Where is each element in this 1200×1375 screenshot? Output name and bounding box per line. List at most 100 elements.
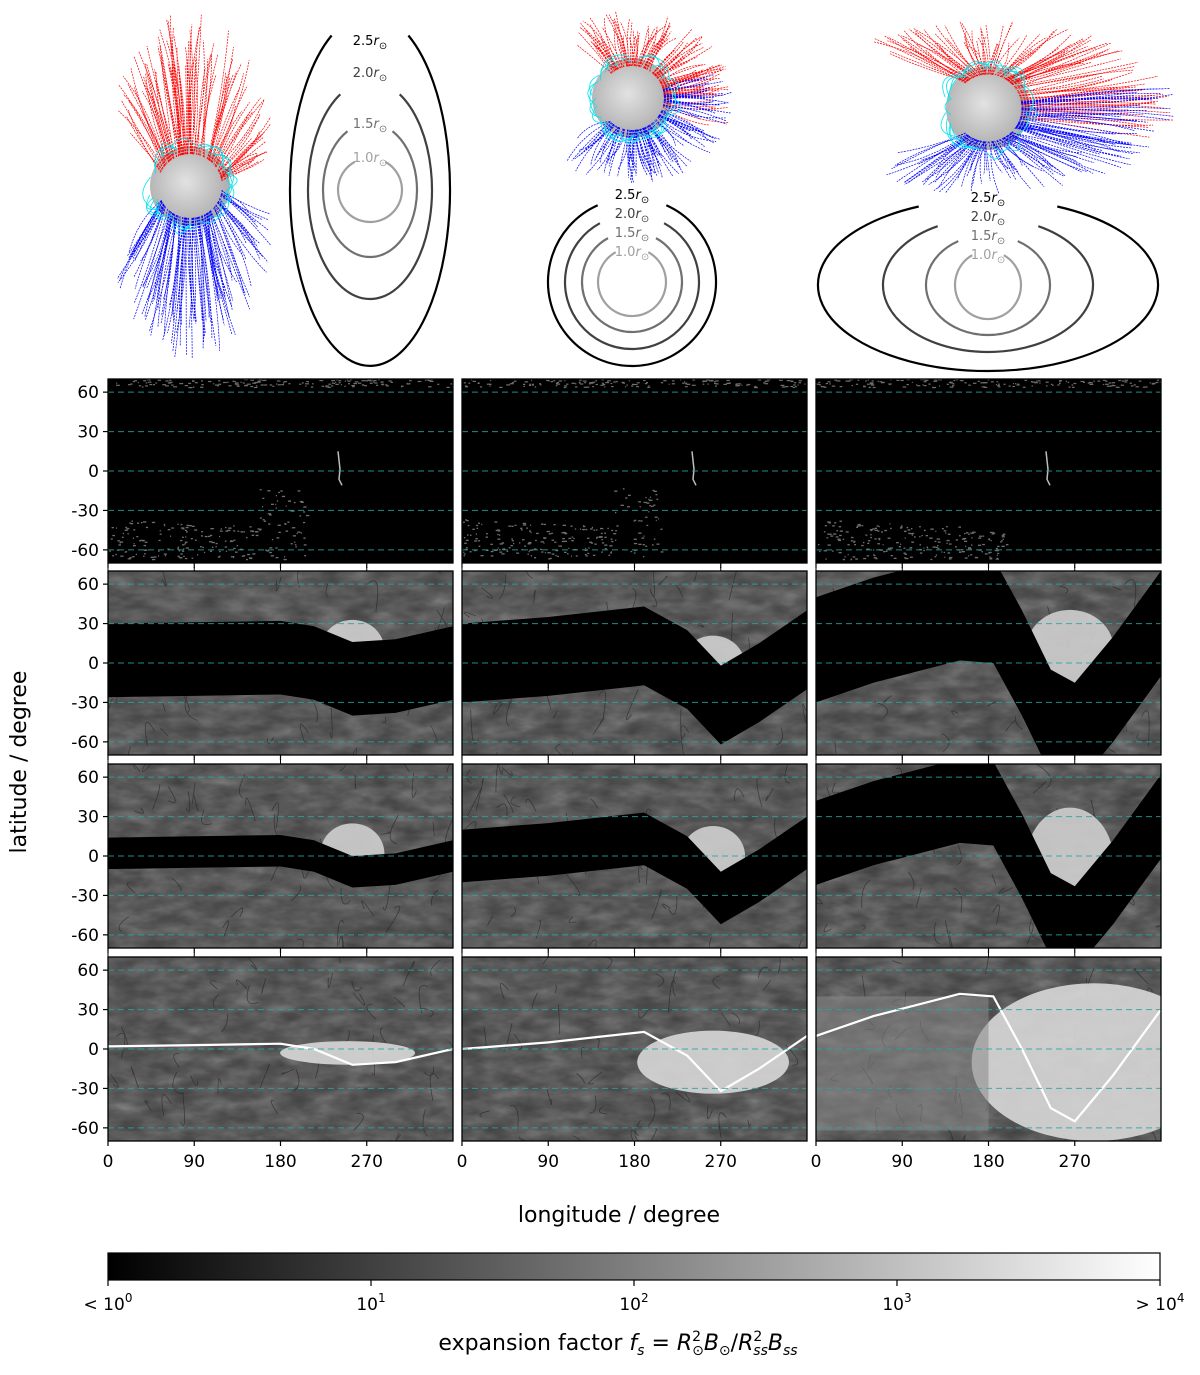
longitude-tick-label: 180	[618, 1152, 650, 1172]
longitude-tick-label: 270	[351, 1152, 383, 1172]
longitude-tick-label: 90	[537, 1152, 559, 1172]
open-field-positive	[874, 21, 1174, 138]
ring-label: 2.0r⊙	[615, 207, 649, 225]
longitude-tick-label: 270	[1059, 1152, 1091, 1172]
ring-2.5	[816, 205, 1160, 373]
latitude-tick-label: 60	[77, 383, 99, 403]
map-panel	[461, 567, 808, 760]
bright-lobe	[971, 983, 1161, 1141]
closed-field-loops	[940, 60, 1038, 160]
latitude-guides	[108, 969, 453, 1129]
closed-field-loops	[142, 138, 238, 235]
map-panel	[461, 378, 808, 568]
latitude-tick-label: -30	[71, 1079, 99, 1099]
bright-feature	[691, 451, 697, 486]
open-field-negative	[566, 74, 732, 184]
latitude-guides	[462, 776, 807, 936]
low-expansion-band	[816, 764, 1161, 948]
coronal-hole-speckle	[816, 379, 1161, 561]
longitude-tick-label: 90	[891, 1152, 913, 1172]
longitude-tick-label: 180	[264, 1152, 296, 1172]
colorbar-tick-label: 103	[882, 1291, 911, 1315]
map-panel	[815, 567, 1162, 760]
latitude-tick-label: 0	[88, 847, 99, 867]
latitude-tick-label: 0	[88, 654, 99, 674]
x-axis-label: longitude / degree	[518, 1203, 720, 1228]
field-line-panels	[116, 11, 1175, 359]
bright-lobe	[280, 1041, 416, 1065]
latitude-tick-label: -60	[71, 1119, 99, 1139]
longitude-tick-label: 0	[811, 1152, 822, 1172]
field-lines-prolate	[116, 14, 271, 359]
colorbar-label: expansion factor fs = R2 ⊙B⊙/R2 ssBss	[438, 1329, 797, 1359]
bright-feature	[1045, 451, 1051, 486]
ring-1.0	[953, 254, 1023, 321]
low-expansion-band	[462, 812, 807, 925]
low-expansion-band	[108, 620, 453, 716]
ring-1.5	[924, 240, 1052, 337]
ring-label: 1.5r⊙	[971, 229, 1005, 247]
ring-label: 1.0r⊙	[353, 151, 387, 169]
latitude-tick-label: 0	[88, 1040, 99, 1060]
ring-label: 1.0r⊙	[971, 248, 1005, 266]
latitude-tick-label: -60	[71, 541, 99, 561]
latitude-guides	[462, 583, 807, 743]
longitude-tick-label: 180	[972, 1152, 1004, 1172]
latitude-tick-label: 60	[77, 768, 99, 788]
latitude-guides	[816, 969, 1161, 1129]
ring-2.5	[288, 34, 452, 367]
sun-sphere	[150, 146, 230, 226]
bright-lobe	[637, 1030, 789, 1094]
latitude-tick-label: 30	[77, 1001, 99, 1021]
low-expansion-band	[462, 606, 807, 745]
map-panel	[461, 760, 808, 953]
y-axis-label: latitude / degree	[7, 671, 32, 854]
ring-1.5	[321, 130, 419, 259]
map-panel: 0 90 180 270	[811, 953, 1162, 1172]
closed-field-loops	[587, 54, 681, 144]
latitude-tick-label: 60	[77, 575, 99, 595]
bright-feature	[337, 451, 343, 486]
latitude-tick-label: -60	[71, 926, 99, 946]
longitude-tick-label: 0	[457, 1152, 468, 1172]
current-sheet	[462, 1030, 807, 1093]
latitude-guides	[816, 583, 1161, 743]
latitude-guides	[108, 583, 453, 743]
latitude-guides	[108, 391, 453, 551]
latitude-guides	[462, 969, 807, 1129]
source-surface-oblate: 2.5r⊙2.0r⊙1.5r⊙1.0r⊙	[816, 191, 1160, 373]
map-panel: 60 30 0 -30 -60	[71, 567, 454, 760]
expansion-factor-maps: 60 30 0 -30 -60 60 30 0 -30 -60 60 30 0 -30 -60 60 30 0 -3…	[71, 378, 1162, 1172]
colorbar-tick-label: 101	[356, 1291, 385, 1315]
source-surface-prolate: 2.5r⊙ 2.0r⊙ 1.5r⊙ 1.0r⊙	[288, 34, 452, 367]
colorbar-ticks: < 100 101 102 103 > 104	[84, 1280, 1184, 1315]
low-expansion-band	[108, 835, 453, 888]
ring-1.0	[596, 251, 668, 318]
map-panel: 0 90 180 270	[457, 953, 808, 1172]
latitude-tick-label: -30	[71, 693, 99, 713]
open-field-negative	[886, 88, 1175, 194]
ring-2.0	[563, 222, 701, 351]
latitude-guides	[816, 776, 1161, 936]
sun-sphere	[592, 58, 672, 138]
colorbar-tick-label: < 100	[84, 1291, 133, 1315]
longitude-tick-label: 270	[705, 1152, 737, 1172]
ring-1.0	[336, 160, 404, 224]
ring-label: 2.5r⊙	[971, 191, 1005, 209]
coronal-hole-speckle	[109, 379, 453, 561]
open-field-negative	[116, 189, 271, 359]
ring-2.5	[546, 204, 718, 368]
colorbar-tick-label: 102	[619, 1291, 648, 1315]
ring-1.5	[580, 237, 684, 333]
ring-2.0	[881, 225, 1095, 354]
latitude-tick-label: 60	[77, 961, 99, 981]
latitude-tick-label: -60	[71, 733, 99, 753]
latitude-tick-label: 30	[77, 423, 99, 443]
source-surface-diagrams: 2.5r⊙2.0r⊙1.5r⊙1.0r⊙2.5r⊙2.0r⊙1.5r⊙1.0r⊙…	[288, 34, 1160, 373]
colorbar-gradient	[107, 1252, 1161, 1281]
map-panel	[815, 760, 1162, 953]
latitude-guides	[108, 776, 453, 936]
ring-label: 2.0r⊙	[353, 66, 387, 84]
